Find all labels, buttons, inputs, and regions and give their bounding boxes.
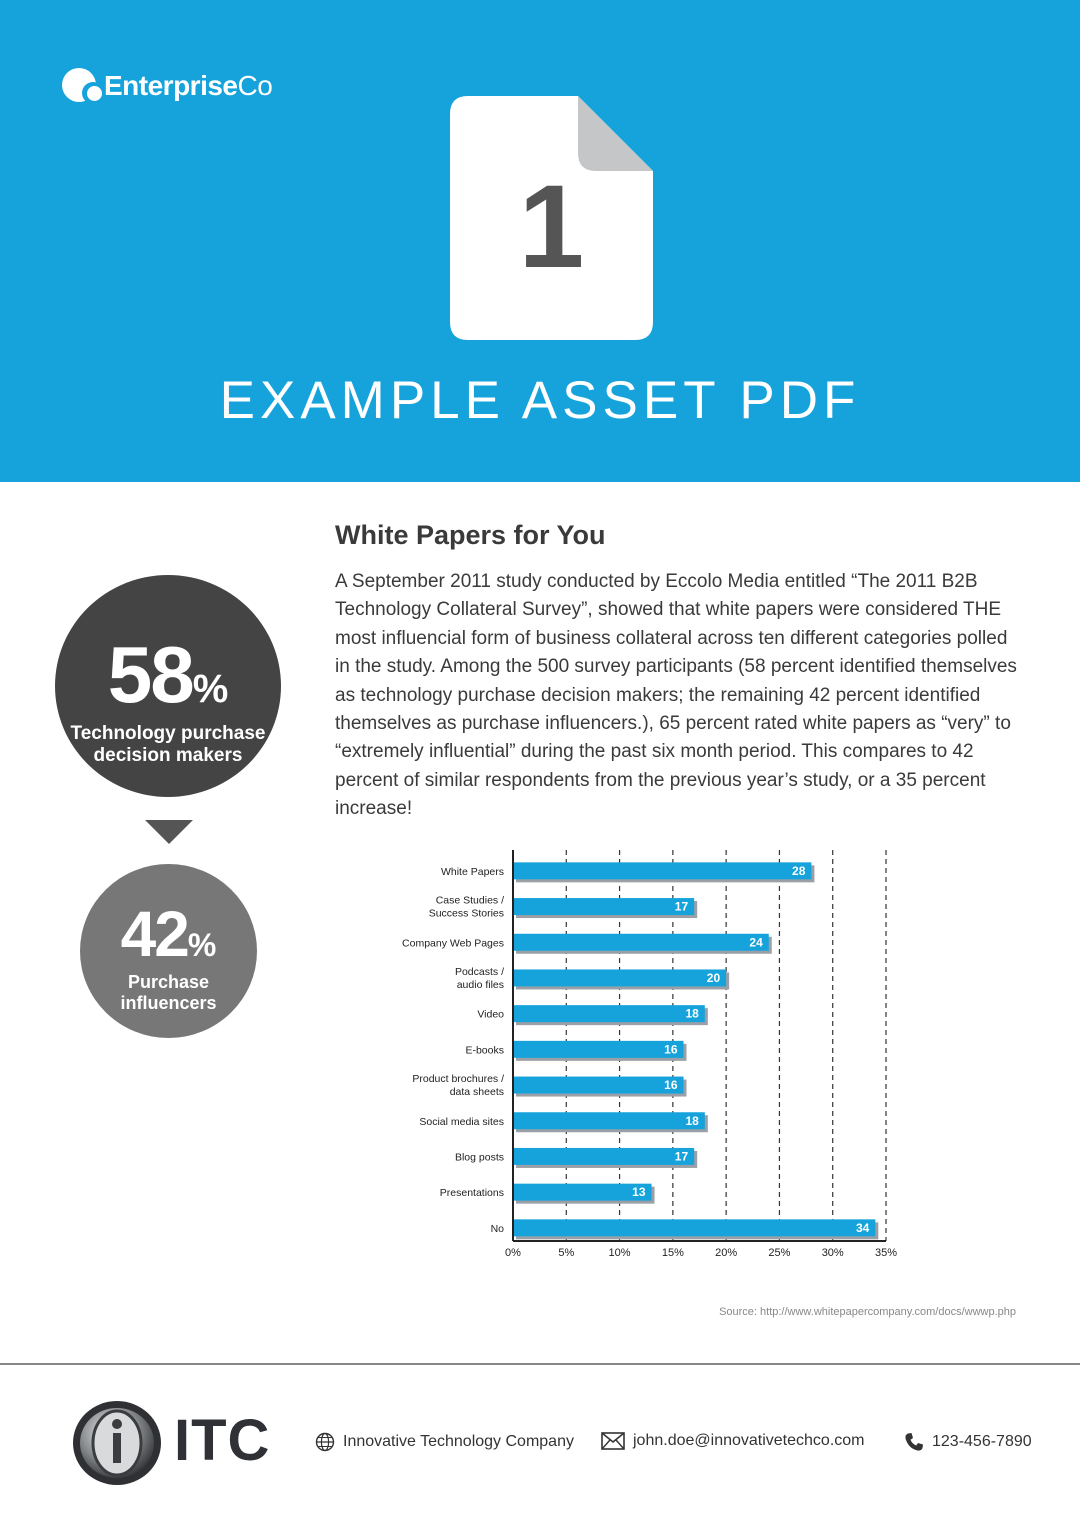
category-label: Podcasts / bbox=[455, 966, 504, 978]
bar bbox=[513, 933, 769, 951]
stat-label: Technology purchase decision makers bbox=[70, 723, 266, 766]
category-label: Case Studies / bbox=[436, 895, 504, 907]
x-tick-label: 25% bbox=[768, 1247, 790, 1259]
category-label: Company Web Pages bbox=[402, 937, 504, 949]
category-label: Blog posts bbox=[455, 1151, 504, 1163]
data-label: 18 bbox=[685, 1114, 699, 1128]
itc-logo-text: ITC bbox=[174, 1408, 271, 1473]
bar bbox=[513, 1005, 705, 1023]
category-label: Success Stories bbox=[429, 908, 504, 920]
data-label: 13 bbox=[632, 1185, 646, 1199]
enterpriseco-logo: EnterpriseCo bbox=[62, 64, 273, 108]
contact-company: Innovative Technology Company bbox=[315, 1432, 574, 1452]
category-label: No bbox=[491, 1223, 505, 1235]
collateral-bar-chart: 28 White Papers 17 Case Studies /Success St… bbox=[402, 850, 897, 1259]
enterpriseco-logo-icon bbox=[62, 66, 104, 106]
source-citation: Source: http://www.whitepapercompany.com… bbox=[719, 1306, 1016, 1318]
document-icon bbox=[450, 96, 653, 340]
data-label: 16 bbox=[664, 1042, 678, 1056]
stat-value: 42% bbox=[120, 898, 217, 970]
page-title: EXAMPLE ASSET PDF bbox=[219, 371, 861, 430]
data-label: 20 bbox=[707, 971, 721, 985]
stat-value: 58% bbox=[107, 630, 229, 719]
bar bbox=[513, 1112, 705, 1130]
category-label: Product brochures / bbox=[412, 1073, 504, 1085]
document-number: 1 bbox=[518, 161, 585, 293]
envelope-icon bbox=[601, 1432, 625, 1450]
x-tick-label: 10% bbox=[609, 1247, 631, 1259]
category-label: audio files bbox=[457, 979, 504, 991]
arrow-down-icon bbox=[145, 820, 193, 844]
bar bbox=[513, 969, 727, 987]
data-label: 24 bbox=[749, 935, 763, 949]
data-label: 17 bbox=[675, 1149, 689, 1163]
x-tick-label: 5% bbox=[558, 1247, 574, 1259]
stat-decision-makers: 58% Technology purchase decision makers bbox=[55, 575, 281, 797]
contact-email[interactable]: john.doe@innovativetechco.com bbox=[601, 1432, 865, 1450]
category-label: Video bbox=[477, 1009, 504, 1021]
category-label: E-books bbox=[465, 1044, 504, 1056]
contact-phone[interactable]: 123-456-7890 bbox=[904, 1432, 1032, 1452]
category-label: Social media sites bbox=[419, 1116, 504, 1128]
data-label: 34 bbox=[856, 1221, 870, 1235]
itc-logo-icon bbox=[73, 1401, 161, 1485]
category-label: data sheets bbox=[450, 1086, 504, 1098]
bar bbox=[513, 1183, 652, 1201]
category-label: Presentations bbox=[440, 1187, 504, 1199]
x-tick-label: 20% bbox=[715, 1247, 737, 1259]
bar bbox=[513, 898, 695, 916]
bar bbox=[513, 1219, 876, 1237]
stat-influencers: 42% Purchase influencers bbox=[80, 864, 257, 1038]
email-address[interactable]: john.doe@innovativetechco.com bbox=[633, 1432, 865, 1449]
data-label: 28 bbox=[792, 864, 806, 878]
data-label: 17 bbox=[675, 900, 689, 914]
bar bbox=[513, 862, 812, 880]
footer-divider bbox=[0, 1363, 1080, 1365]
data-label: 16 bbox=[664, 1078, 678, 1092]
phone-icon bbox=[905, 1433, 923, 1451]
article-title: White Papers for You bbox=[335, 520, 606, 550]
company-name: Innovative Technology Company bbox=[343, 1433, 574, 1450]
x-tick-label: 15% bbox=[662, 1247, 684, 1259]
header-banner: EnterpriseCo 1 EXAMPLE ASSET PDF bbox=[0, 0, 1080, 482]
x-tick-label: 30% bbox=[822, 1247, 844, 1259]
data-label: 18 bbox=[685, 1007, 699, 1021]
x-tick-label: 35% bbox=[875, 1247, 897, 1259]
bar bbox=[513, 1147, 695, 1165]
brand-name: EnterpriseCo bbox=[104, 70, 273, 101]
bar bbox=[513, 1076, 684, 1094]
bar bbox=[513, 1040, 684, 1058]
category-label: White Papers bbox=[441, 866, 504, 878]
x-tick-label: 0% bbox=[505, 1247, 521, 1259]
stat-label: Purchase influencers bbox=[120, 972, 217, 1013]
phone-number[interactable]: 123-456-7890 bbox=[932, 1433, 1032, 1450]
article-body: A September 2011 study conducted by Ecco… bbox=[335, 571, 1017, 820]
globe-icon bbox=[315, 1432, 335, 1452]
